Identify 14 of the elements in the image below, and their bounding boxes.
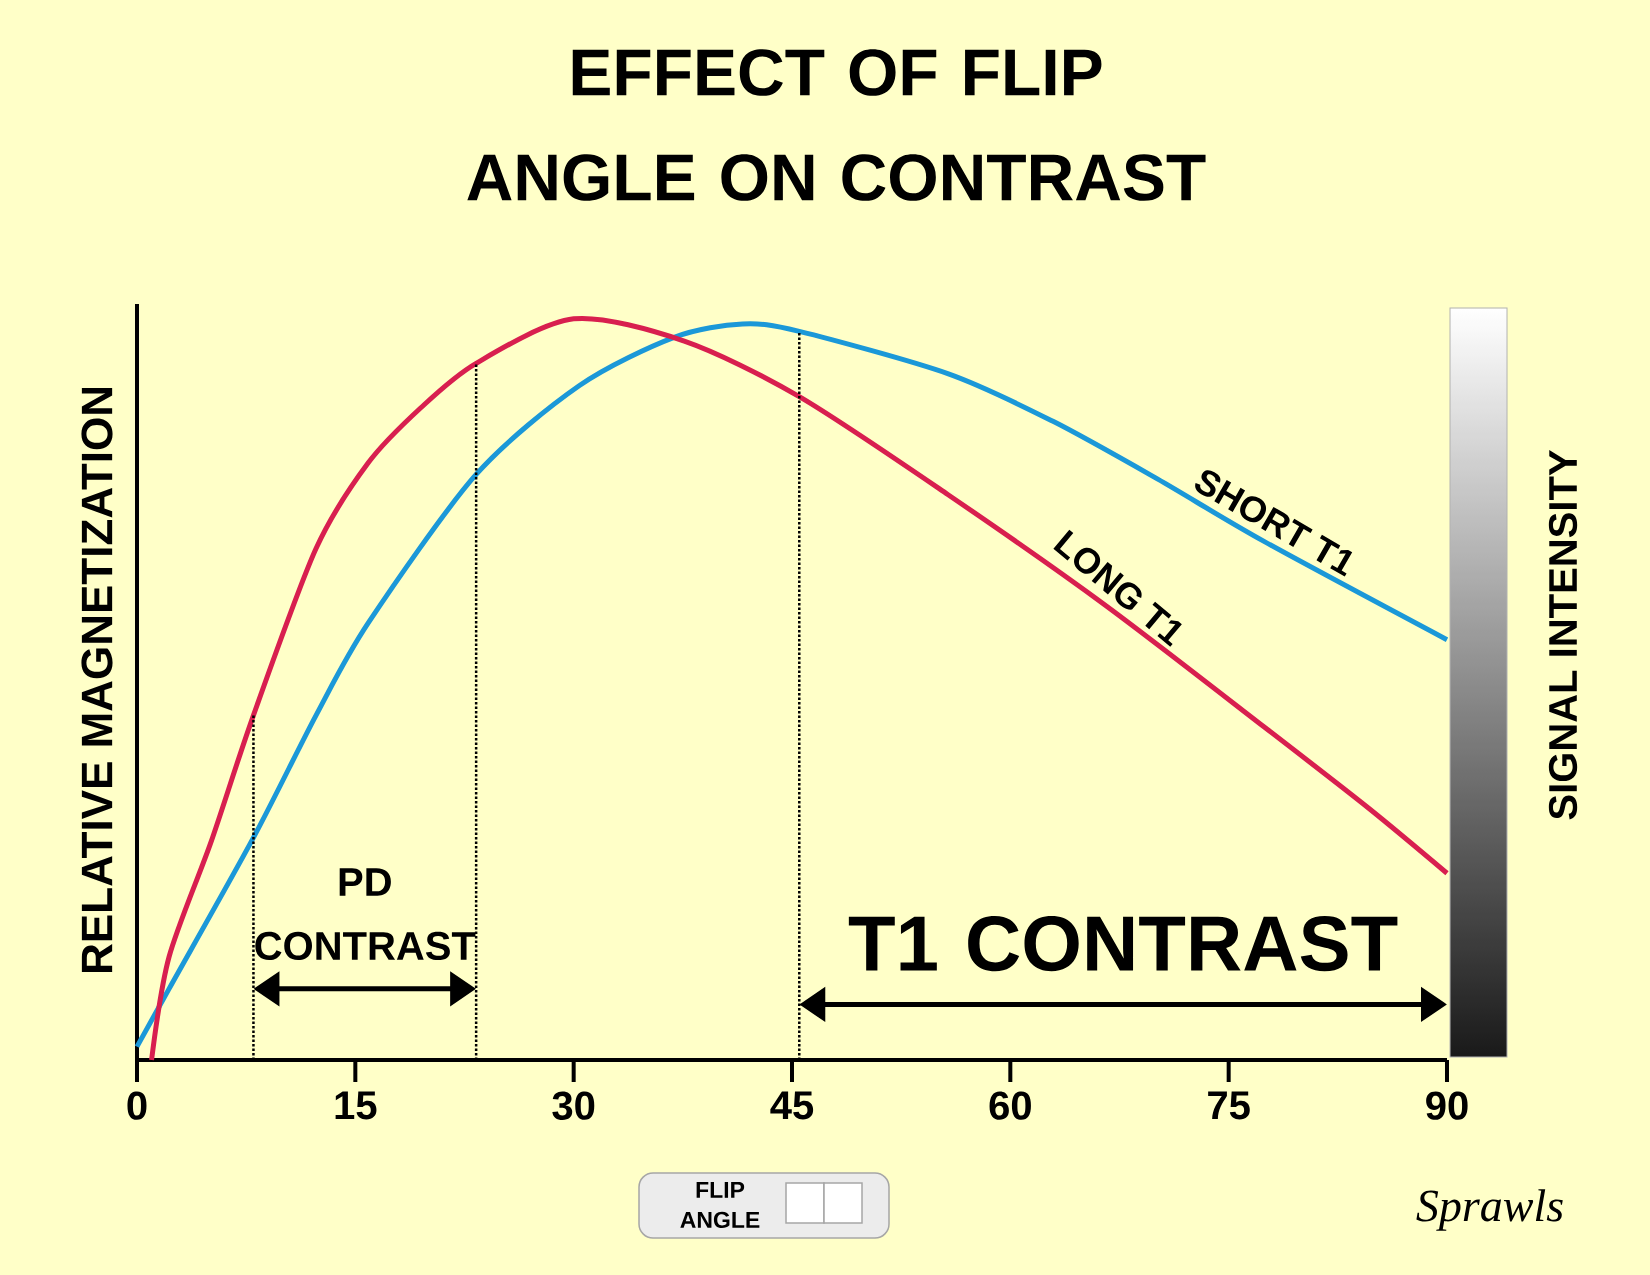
x-tick-label: 60 [989,1091,1031,1120]
x-tick-label: 75 [1208,1091,1250,1120]
x-axis-title: FLIP ANGLE [680,1181,760,1229]
chart-title: EFFECT OF FLIP ANGLE ON CONTRAST [467,49,1206,201]
x-tick-label: 90 [1426,1091,1468,1120]
y-axis-title: RELATIVE MAGNETIZATION [81,387,113,972]
annotation: T1 CONTRAST [848,916,1398,972]
x-tick-label: 30 [552,1091,595,1120]
text: Sprawls [1416,1189,1563,1231]
x-tick-label: 15 [335,1091,377,1120]
x-tick-label: 45 [770,1091,814,1120]
x-tick-label: 0 [127,1091,147,1120]
y2-axis-title: SIGNAL INTENSITY [1548,450,1578,820]
annotation: PD CONTRAST [255,868,476,961]
